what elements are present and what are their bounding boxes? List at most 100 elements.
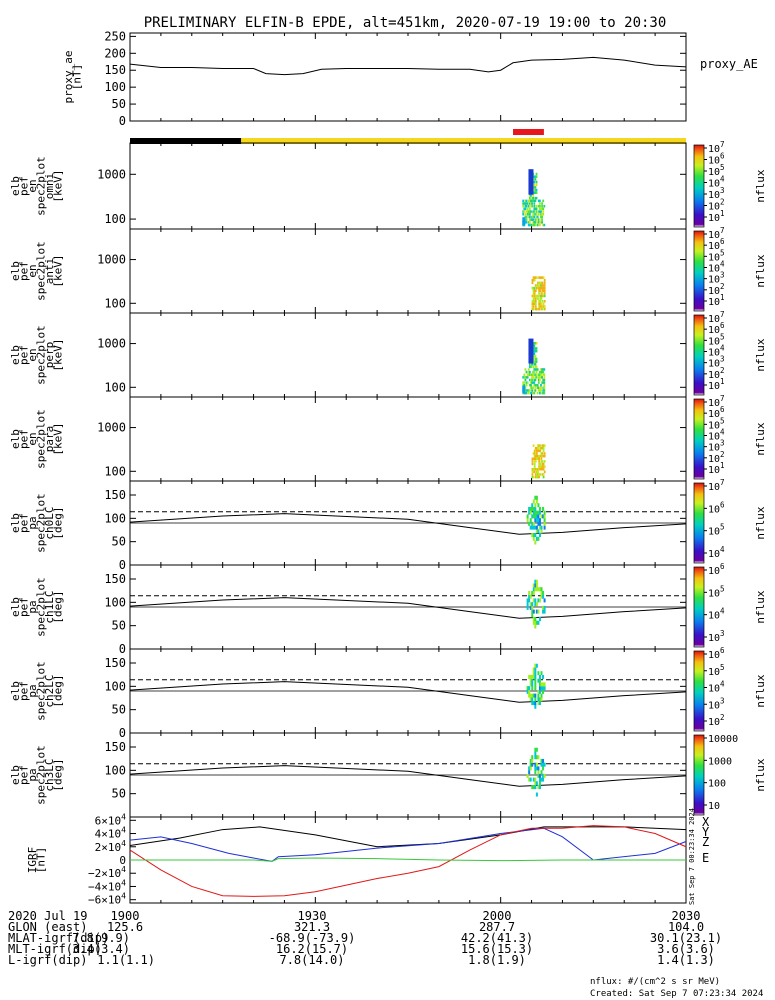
spec-pixel	[543, 391, 546, 395]
y-tick-label: 50	[112, 703, 126, 717]
spec-core	[528, 338, 534, 364]
ylabel-line: [nT]	[34, 847, 47, 874]
ylabel-line: proxy_ae	[62, 51, 75, 104]
spec-low	[522, 217, 526, 226]
pa-pixel	[538, 521, 541, 526]
spec-pixel	[542, 213, 545, 216]
spec-pixel	[534, 299, 537, 303]
pa-pixel	[526, 518, 529, 523]
spec-pixel	[532, 292, 535, 295]
spec-pixel	[534, 218, 537, 221]
spec-pixel	[540, 221, 542, 224]
pa-pixel	[540, 525, 543, 530]
orbit-bar-black	[130, 138, 242, 144]
spec-pixel	[537, 286, 539, 290]
spec-pixel	[535, 373, 538, 376]
spec-pixel	[533, 180, 536, 184]
spec-pixel	[535, 207, 538, 211]
y-tick-label: 0	[119, 114, 126, 128]
footer-cell-r3c2: 16.2(15.7)	[276, 942, 348, 956]
spec-pixel	[533, 175, 536, 178]
spec-pixel	[542, 286, 545, 290]
pa-pixel	[534, 777, 537, 782]
pa-pixel	[534, 671, 537, 676]
cbar-tick-label: 102	[708, 366, 725, 381]
spec-pixel	[541, 454, 544, 458]
cbar-tick-label: 104	[708, 607, 725, 622]
spec-pixel	[525, 199, 528, 203]
pa-pixel	[534, 506, 537, 511]
pa-pixel	[543, 510, 546, 515]
pa-pixel	[542, 777, 545, 782]
footer-cell-r4c0: L-igrf(dip)	[8, 953, 87, 967]
pa-pixel	[529, 678, 532, 683]
cbar-tick-label: 107	[708, 478, 725, 493]
pa-pixel	[540, 777, 543, 782]
spec-pixel	[528, 370, 531, 374]
spec-pixel	[532, 297, 535, 300]
spec-pixel	[534, 213, 537, 216]
colorbar-5	[693, 482, 705, 564]
pa-pixel	[534, 510, 537, 515]
spec-pixel	[537, 475, 539, 479]
pa-pixel	[538, 533, 541, 538]
pa-pixel	[537, 521, 540, 526]
spec-pixel	[535, 376, 538, 379]
spec-pixel	[526, 213, 529, 216]
pa-pixel	[528, 777, 531, 782]
y-tick-label: 150	[104, 572, 126, 586]
cbar-tick-label: 104	[708, 175, 725, 190]
pa-pixel	[534, 682, 537, 687]
cbar-tick-label: 106	[708, 646, 725, 661]
spec-pixel	[538, 370, 541, 374]
spec-pixel	[532, 467, 535, 471]
pa-pixel	[537, 510, 540, 515]
spec-pixel	[543, 284, 546, 287]
pa-pixel	[538, 781, 541, 786]
colorbar-6	[693, 566, 705, 648]
pa-pixel	[531, 755, 534, 760]
spec-pixel	[540, 446, 543, 450]
pa-pixel	[540, 693, 543, 698]
spec-pixel	[533, 352, 536, 355]
spec-pixel	[541, 218, 543, 221]
spec-pixel	[525, 381, 528, 384]
pa-pixel	[531, 525, 534, 530]
spec-pixel	[542, 210, 545, 213]
spec-pixel	[541, 368, 543, 371]
panel-frame-2	[129, 228, 687, 314]
spec-pixel	[543, 281, 546, 285]
spec-pixel	[528, 194, 531, 197]
ylabel-line: ch0LC	[43, 506, 56, 539]
pa-pixel	[532, 533, 535, 538]
spec-pixel	[531, 381, 533, 384]
spec-pixel	[535, 172, 538, 176]
spec-pixel	[534, 347, 537, 350]
spec-pixel	[534, 276, 537, 279]
colorbar-label: nflux	[754, 758, 767, 791]
pa-pixel	[531, 693, 534, 698]
pa-pixel	[531, 503, 534, 508]
cbar-tick-label: 104	[708, 428, 725, 443]
y-tick-label: 100	[104, 464, 126, 478]
spec-pixel	[534, 473, 537, 476]
spec-pixel	[524, 389, 527, 392]
pa-pixel	[537, 785, 540, 790]
spec-pixel	[538, 391, 541, 395]
spec-pixel	[537, 213, 540, 216]
spec-pixel	[537, 389, 540, 392]
loss-cone-line	[129, 765, 687, 787]
pa-pixel	[534, 785, 537, 790]
pa-pixel	[528, 770, 531, 775]
pa-pixel	[529, 605, 532, 610]
spec-pixel	[540, 284, 543, 287]
spec-pixel	[531, 307, 534, 311]
spec-pixel	[530, 199, 532, 203]
cbar-tick-label: 105	[708, 663, 725, 678]
y-tick-label: 50	[112, 787, 126, 801]
pa-pixel	[532, 785, 535, 790]
spec-pixel	[542, 465, 545, 468]
spec-pixel	[538, 299, 541, 303]
footer-cell-r0c0: 2020 Jul 19	[8, 909, 87, 923]
pa-pixel	[543, 598, 546, 603]
